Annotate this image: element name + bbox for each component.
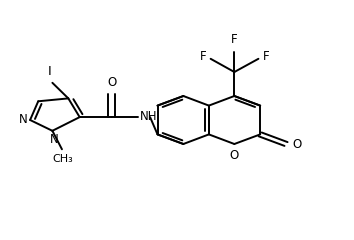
Text: F: F bbox=[200, 50, 206, 63]
Text: F: F bbox=[231, 33, 238, 46]
Text: O: O bbox=[230, 149, 239, 162]
Text: CH₃: CH₃ bbox=[53, 154, 73, 164]
Text: O: O bbox=[107, 76, 116, 89]
Text: F: F bbox=[263, 50, 269, 63]
Text: O: O bbox=[292, 138, 302, 150]
Text: NH: NH bbox=[139, 110, 157, 123]
Text: I: I bbox=[48, 66, 51, 78]
Text: N: N bbox=[18, 113, 27, 126]
Text: N: N bbox=[50, 133, 58, 146]
